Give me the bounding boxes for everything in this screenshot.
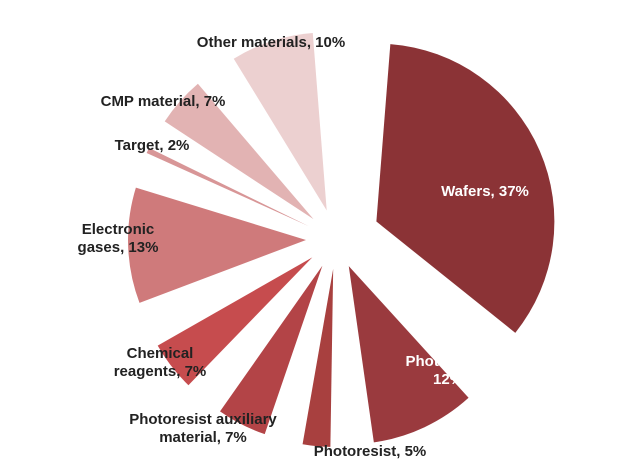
slice-label-photoresist: Photoresist, 5% [314,443,427,460]
pie-slice-chemical-reagents [157,257,313,386]
pie-slice-cmp-material [164,83,314,220]
slice-label-target: Target, 2% [115,137,190,154]
pie-slice-photoresist [302,268,334,447]
pie-slice-photoresist-auxiliary-material [220,265,323,435]
pie-slice-photomask [348,266,469,443]
slices-layer [128,33,555,447]
slice-label-wafers: Wafers, 37% [441,183,529,200]
pie-slice-wafers [376,44,555,333]
slice-label-chemical-reagents: Chemical reagents, 7% [114,345,207,380]
pie-slice-other-materials [233,33,327,211]
pie-slice-target [146,147,309,227]
slice-label-electronic-gases: Electronic gases, 13% [78,221,159,256]
slice-label-photoresist-auxiliary-material: Photoresist auxiliary material, 7% [129,411,277,446]
slice-label-cmp-material: CMP material, 7% [101,93,226,110]
slice-label-photomask: Photomask, 12% [405,353,490,388]
pie-slice-electronic-gases [128,187,307,303]
labels-layer: Wafers, 37% Photomask, 12% Photoresist, 5% P… [78,34,529,460]
slice-label-other-materials: Other materials, 10% [197,34,345,51]
